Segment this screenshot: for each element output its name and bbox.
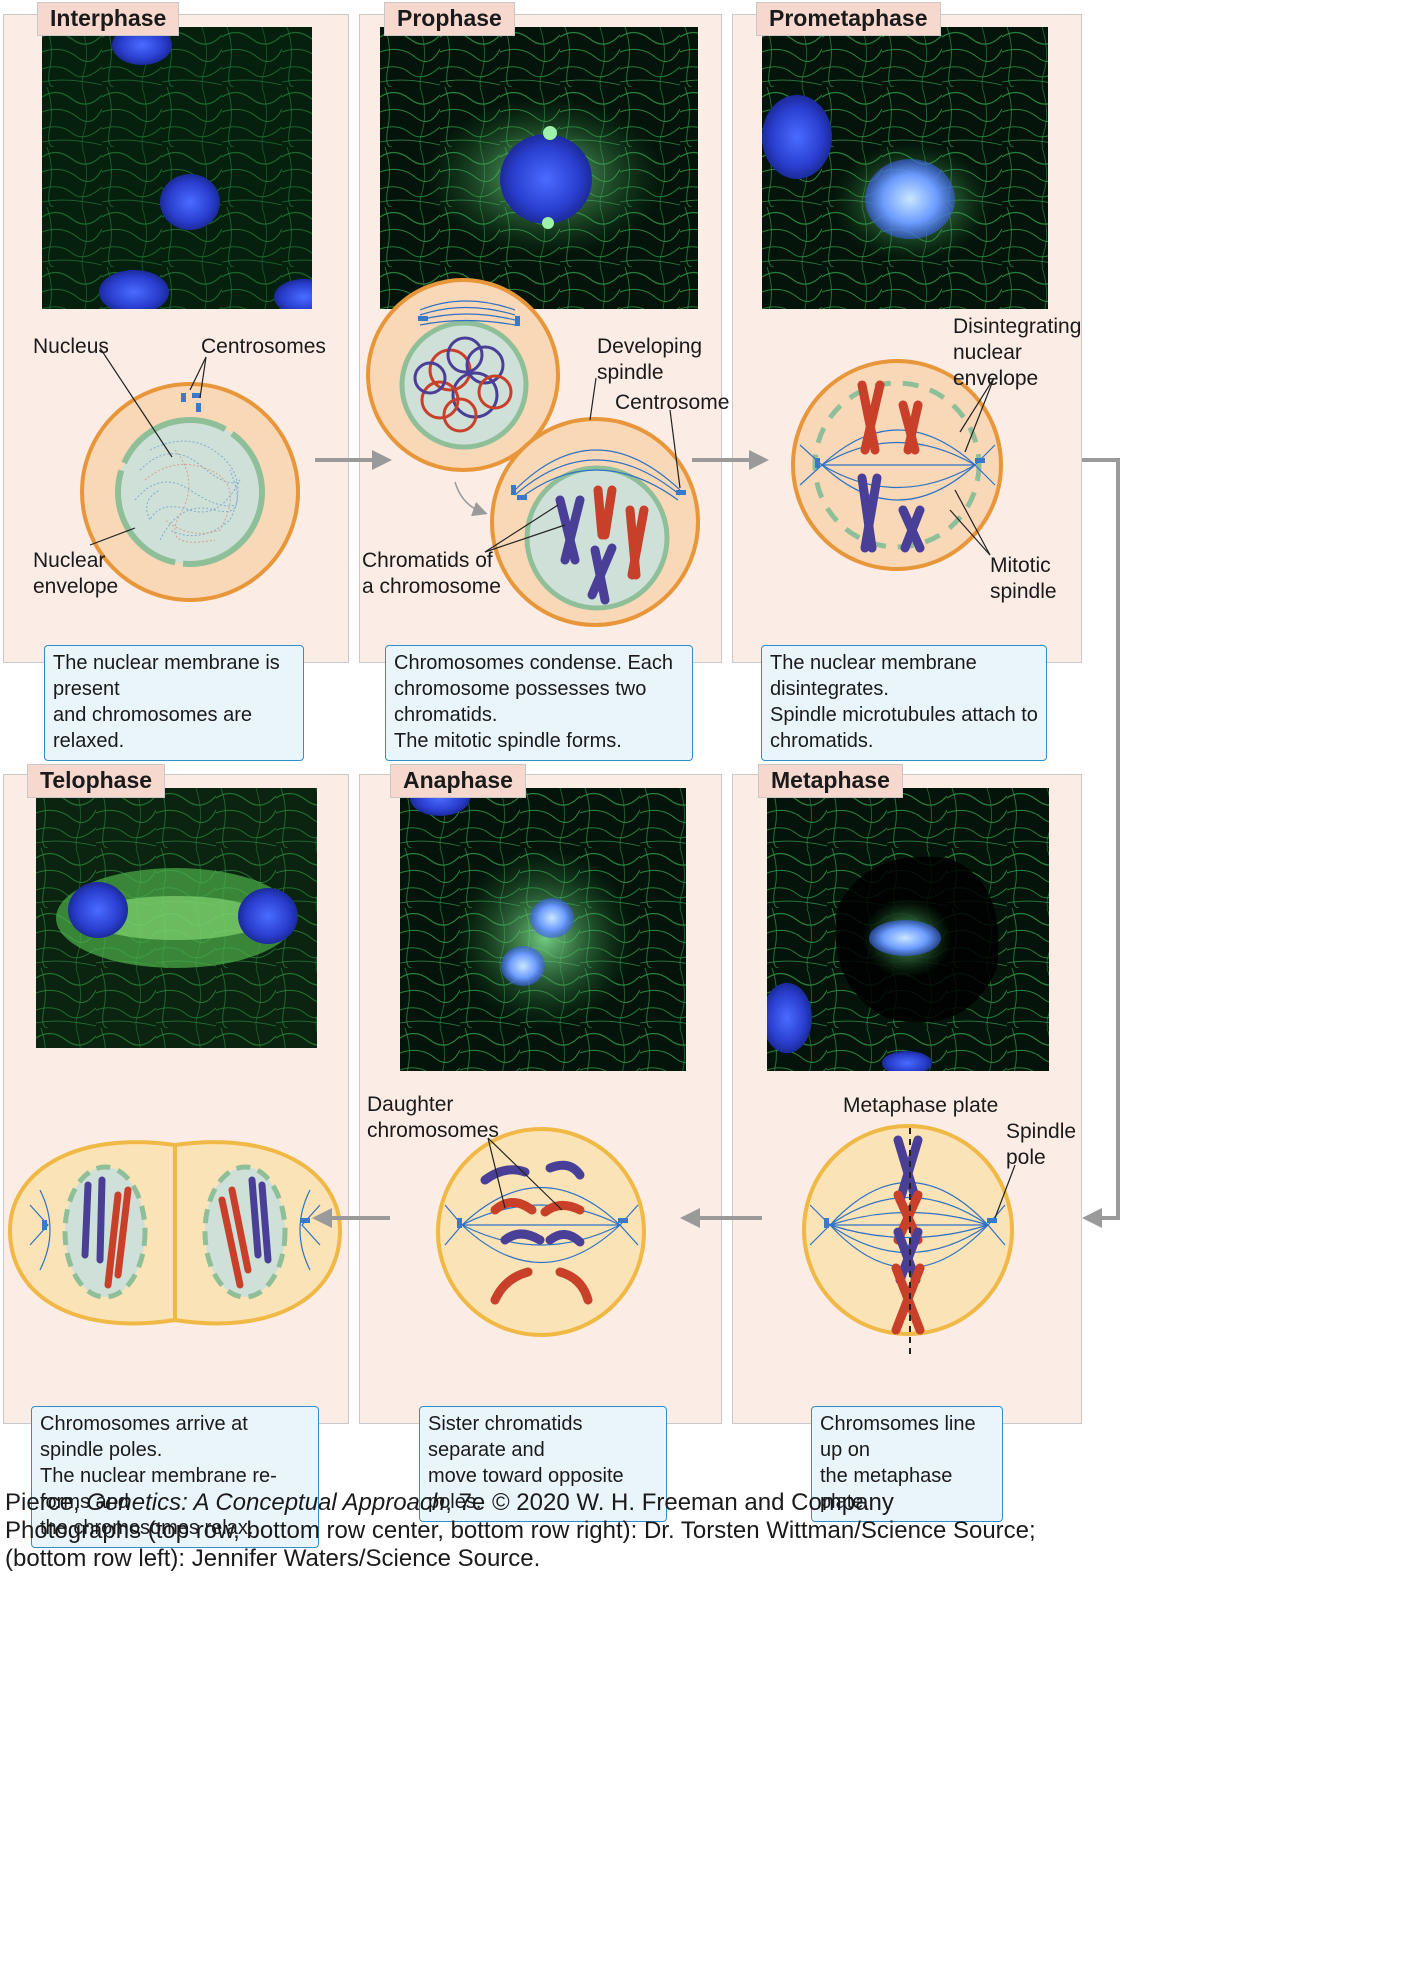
anaphase-title: Anaphase	[390, 764, 526, 798]
nucleus-label: Nucleus	[33, 335, 109, 358]
prophase-title: Prophase	[384, 2, 515, 36]
developing-spindle-label: Developing spindle	[597, 335, 703, 384]
nuclear-envelope-label: Nuclear envelope	[33, 549, 119, 598]
telophase-title: Telophase	[27, 764, 166, 798]
daughter-chromosomes-label: Daughter chromosomes	[367, 1093, 499, 1142]
chromatids-label: Chromatids of a chromosome	[362, 549, 501, 598]
photo-credit-line-2: (bottom row left): Jennifer Waters/Scien…	[5, 1545, 541, 1572]
metaphase-caption: Chromsomes line up on the metaphase plat…	[811, 1406, 1003, 1522]
disintegrating-envelope-label: Disintegrating nuclear envelope	[953, 315, 1082, 390]
centrosomes-label: Centrosomes	[201, 335, 326, 358]
photo-credit-line-1: Photographs (top row, bottom row center,…	[5, 1517, 1036, 1544]
citation-line: Pierce, Genetics: A Conceptual Approach,…	[5, 1489, 894, 1516]
prometaphase-caption: The nuclear membrane disintegrates. Spin…	[761, 645, 1047, 761]
interphase-photo	[42, 27, 312, 309]
spindle-pole-label: Spindle pole	[1006, 1120, 1077, 1169]
telophase-caption: Chromosomes arrive at spindle poles. The…	[31, 1406, 319, 1548]
prophase-photo	[380, 27, 698, 309]
metaphase-plate-label: Metaphase plate	[843, 1094, 999, 1117]
centrosome-label: Centrosome	[615, 391, 730, 414]
metaphase-photo	[767, 788, 1049, 1071]
interphase-caption: The nuclear membrane is present and chro…	[44, 645, 304, 761]
anaphase-photo	[400, 788, 686, 1071]
anaphase-caption: Sister chromatids separate and move towa…	[419, 1406, 667, 1522]
prometaphase-photo	[762, 27, 1048, 309]
interphase-title: Interphase	[37, 2, 180, 36]
metaphase-title: Metaphase	[758, 764, 903, 798]
prometaphase-title: Prometaphase	[756, 2, 941, 36]
prophase-caption: Chromosomes condense. Each chromosome po…	[385, 645, 693, 761]
mitotic-spindle-label: Mitotic spindle	[990, 554, 1057, 603]
telophase-photo	[36, 788, 317, 1048]
